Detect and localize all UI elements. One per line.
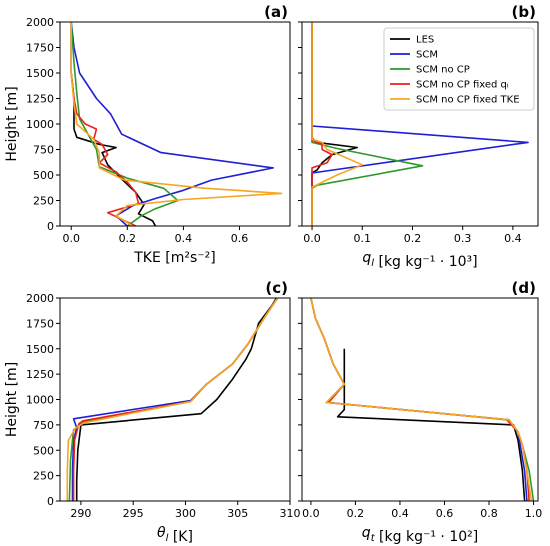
y-tick-label-a-7: 1750 bbox=[26, 42, 54, 55]
x-tick-label-b-3: 0.3 bbox=[454, 232, 472, 245]
panel-label-c: (c) bbox=[265, 279, 288, 297]
panels: 0.0 0.2 0.4 0.6 0 250 500 750 1000 1250 1500 1750 20… bbox=[4, 3, 542, 545]
series-line-c-1 bbox=[71, 298, 279, 501]
series-line-a-3 bbox=[70, 22, 140, 226]
y-tick-label-a-2: 500 bbox=[33, 169, 54, 182]
y-tick-label-a-0: 0 bbox=[47, 220, 54, 233]
series-line-b-0 bbox=[311, 22, 358, 226]
y-tick-label-c-5: 1250 bbox=[26, 368, 54, 381]
series-line-c-2 bbox=[68, 298, 279, 501]
y-tick-label-c-0: 0 bbox=[47, 495, 54, 508]
y-axis-label-a: Height [m] bbox=[4, 86, 20, 161]
x-tick-label-d-1: 0.2 bbox=[347, 507, 365, 520]
y-tick-label-c-8: 2000 bbox=[26, 292, 54, 305]
series-line-a-0 bbox=[70, 22, 157, 226]
y-tick-label-a-3: 750 bbox=[33, 144, 54, 157]
x-axis-label-c: θl [K] bbox=[157, 525, 193, 545]
series-line-b-3 bbox=[311, 22, 333, 226]
x-tick-label-d-5: 1.0 bbox=[525, 507, 543, 520]
x-tick-label-c-0: 290 bbox=[70, 507, 91, 520]
series-line-c-3 bbox=[72, 298, 279, 501]
x-tick-label-a-0: 0.0 bbox=[62, 232, 80, 245]
y-tick-label-a-5: 1250 bbox=[26, 93, 54, 106]
series-line-b-4 bbox=[311, 22, 364, 226]
x-tick-label-b-2: 0.2 bbox=[404, 232, 422, 245]
x-tick-label-d-0: 0.0 bbox=[302, 507, 320, 520]
panel-c: 290 295 300 305 310 0 250 500 750 1000 1250 1500 175… bbox=[4, 279, 301, 545]
y-tick-label-c-2: 500 bbox=[33, 444, 54, 457]
y-tick-label-a-1: 250 bbox=[33, 195, 54, 208]
x-tick-label-d-4: 0.8 bbox=[480, 507, 498, 520]
x-tick-label-b-1: 0.1 bbox=[354, 232, 372, 245]
x-tick-label-d-3: 0.6 bbox=[436, 507, 454, 520]
panel-label-b: (b) bbox=[512, 3, 536, 21]
y-tick-label-c-1: 250 bbox=[33, 470, 54, 483]
x-tick-label-c-3: 305 bbox=[227, 507, 248, 520]
y-axis-label-c: Height [m] bbox=[4, 362, 20, 437]
x-axis-label-d: qt [kg kg⁻¹ · 10²] bbox=[362, 525, 478, 545]
x-tick-label-b-0: 0.0 bbox=[303, 232, 321, 245]
y-tick-label-a-6: 1500 bbox=[26, 67, 54, 80]
y-tick-label-a-8: 2000 bbox=[26, 16, 54, 29]
x-tick-label-a-2: 0.4 bbox=[175, 232, 193, 245]
panel-label-a: (a) bbox=[264, 3, 288, 21]
x-axis-label-b: ql [kg kg⁻¹ · 10³] bbox=[362, 250, 477, 270]
panel-b: 0.0 0.1 0.2 0.3 0.4 ql [kg kg⁻¹ · 10³] (b) LES S… bbox=[298, 3, 539, 270]
axes-frame-c bbox=[59, 297, 291, 502]
x-tick-label-c-2: 300 bbox=[175, 507, 196, 520]
x-tick-label-c-1: 295 bbox=[123, 507, 144, 520]
x-tick-label-b-4: 0.4 bbox=[504, 232, 522, 245]
x-tick-label-c-4: 310 bbox=[280, 507, 301, 520]
axes-frame-d bbox=[301, 297, 539, 502]
legend-box bbox=[383, 27, 535, 111]
x-tick-label-a-1: 0.2 bbox=[119, 232, 137, 245]
x-tick-label-d-2: 0.4 bbox=[391, 507, 409, 520]
series-line-d-1 bbox=[310, 298, 528, 501]
y-tick-label-c-4: 1000 bbox=[26, 394, 54, 407]
legend-label-2: SCM no CP bbox=[416, 65, 470, 76]
y-tick-label-c-6: 1500 bbox=[26, 343, 54, 356]
legend-label-0: LES bbox=[416, 35, 434, 46]
legend-label-4: SCM no CP fixed TKE bbox=[416, 95, 520, 106]
x-tick-label-a-3: 0.6 bbox=[231, 232, 249, 245]
series-line-a-4 bbox=[70, 22, 283, 226]
y-tick-label-c-7: 1750 bbox=[26, 317, 54, 330]
series-line-d-4 bbox=[310, 298, 533, 501]
y-tick-label-a-4: 1000 bbox=[26, 118, 54, 131]
legend-label-1: SCM bbox=[416, 50, 438, 61]
series-line-a-2 bbox=[70, 22, 179, 226]
series-line-c-4 bbox=[66, 298, 279, 501]
series-line-c-0 bbox=[75, 298, 278, 501]
x-axis-label-a: TKE [m²s⁻²] bbox=[133, 250, 216, 266]
legend: LES SCM SCM no CP SCM no CP fixed qₗ SCM no … bbox=[383, 27, 535, 111]
y-tick-label-c-3: 750 bbox=[33, 419, 54, 432]
panel-a: 0.0 0.2 0.4 0.6 0 250 500 750 1000 1250 1500 1750 20… bbox=[4, 3, 291, 266]
series-line-d-0 bbox=[336, 348, 526, 501]
panel-label-d: (d) bbox=[512, 279, 536, 297]
panel-d: 0.0 0.2 0.4 0.6 0.8 1.0 qt [kg kg⁻¹ · 10²] (d) bbox=[298, 279, 542, 545]
legend-label-3: SCM no CP fixed qₗ bbox=[416, 80, 509, 91]
